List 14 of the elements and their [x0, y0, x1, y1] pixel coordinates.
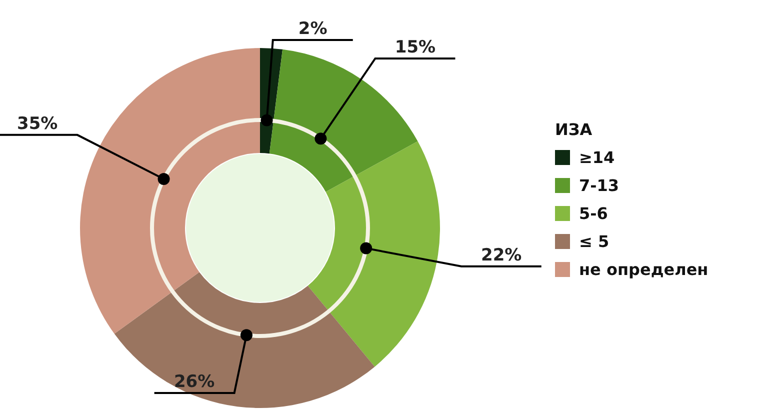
data-label: 2% [298, 19, 328, 39]
donut-slice [80, 48, 260, 334]
legend-title: ИЗА [555, 120, 593, 139]
data-label: 15% [394, 37, 436, 58]
legend-label: ≤ 5 [579, 232, 610, 251]
data-label: 35% [16, 114, 58, 134]
legend-label: 7-13 [579, 176, 620, 195]
data-label: 26% [174, 372, 215, 392]
legend-label: не определен [579, 260, 708, 279]
donut-slice [114, 272, 375, 408]
legend-label: ≥14 [579, 148, 615, 167]
legend-label: 5-6 [579, 204, 608, 223]
data-label: 22% [481, 245, 522, 266]
donut-slice [308, 141, 440, 367]
